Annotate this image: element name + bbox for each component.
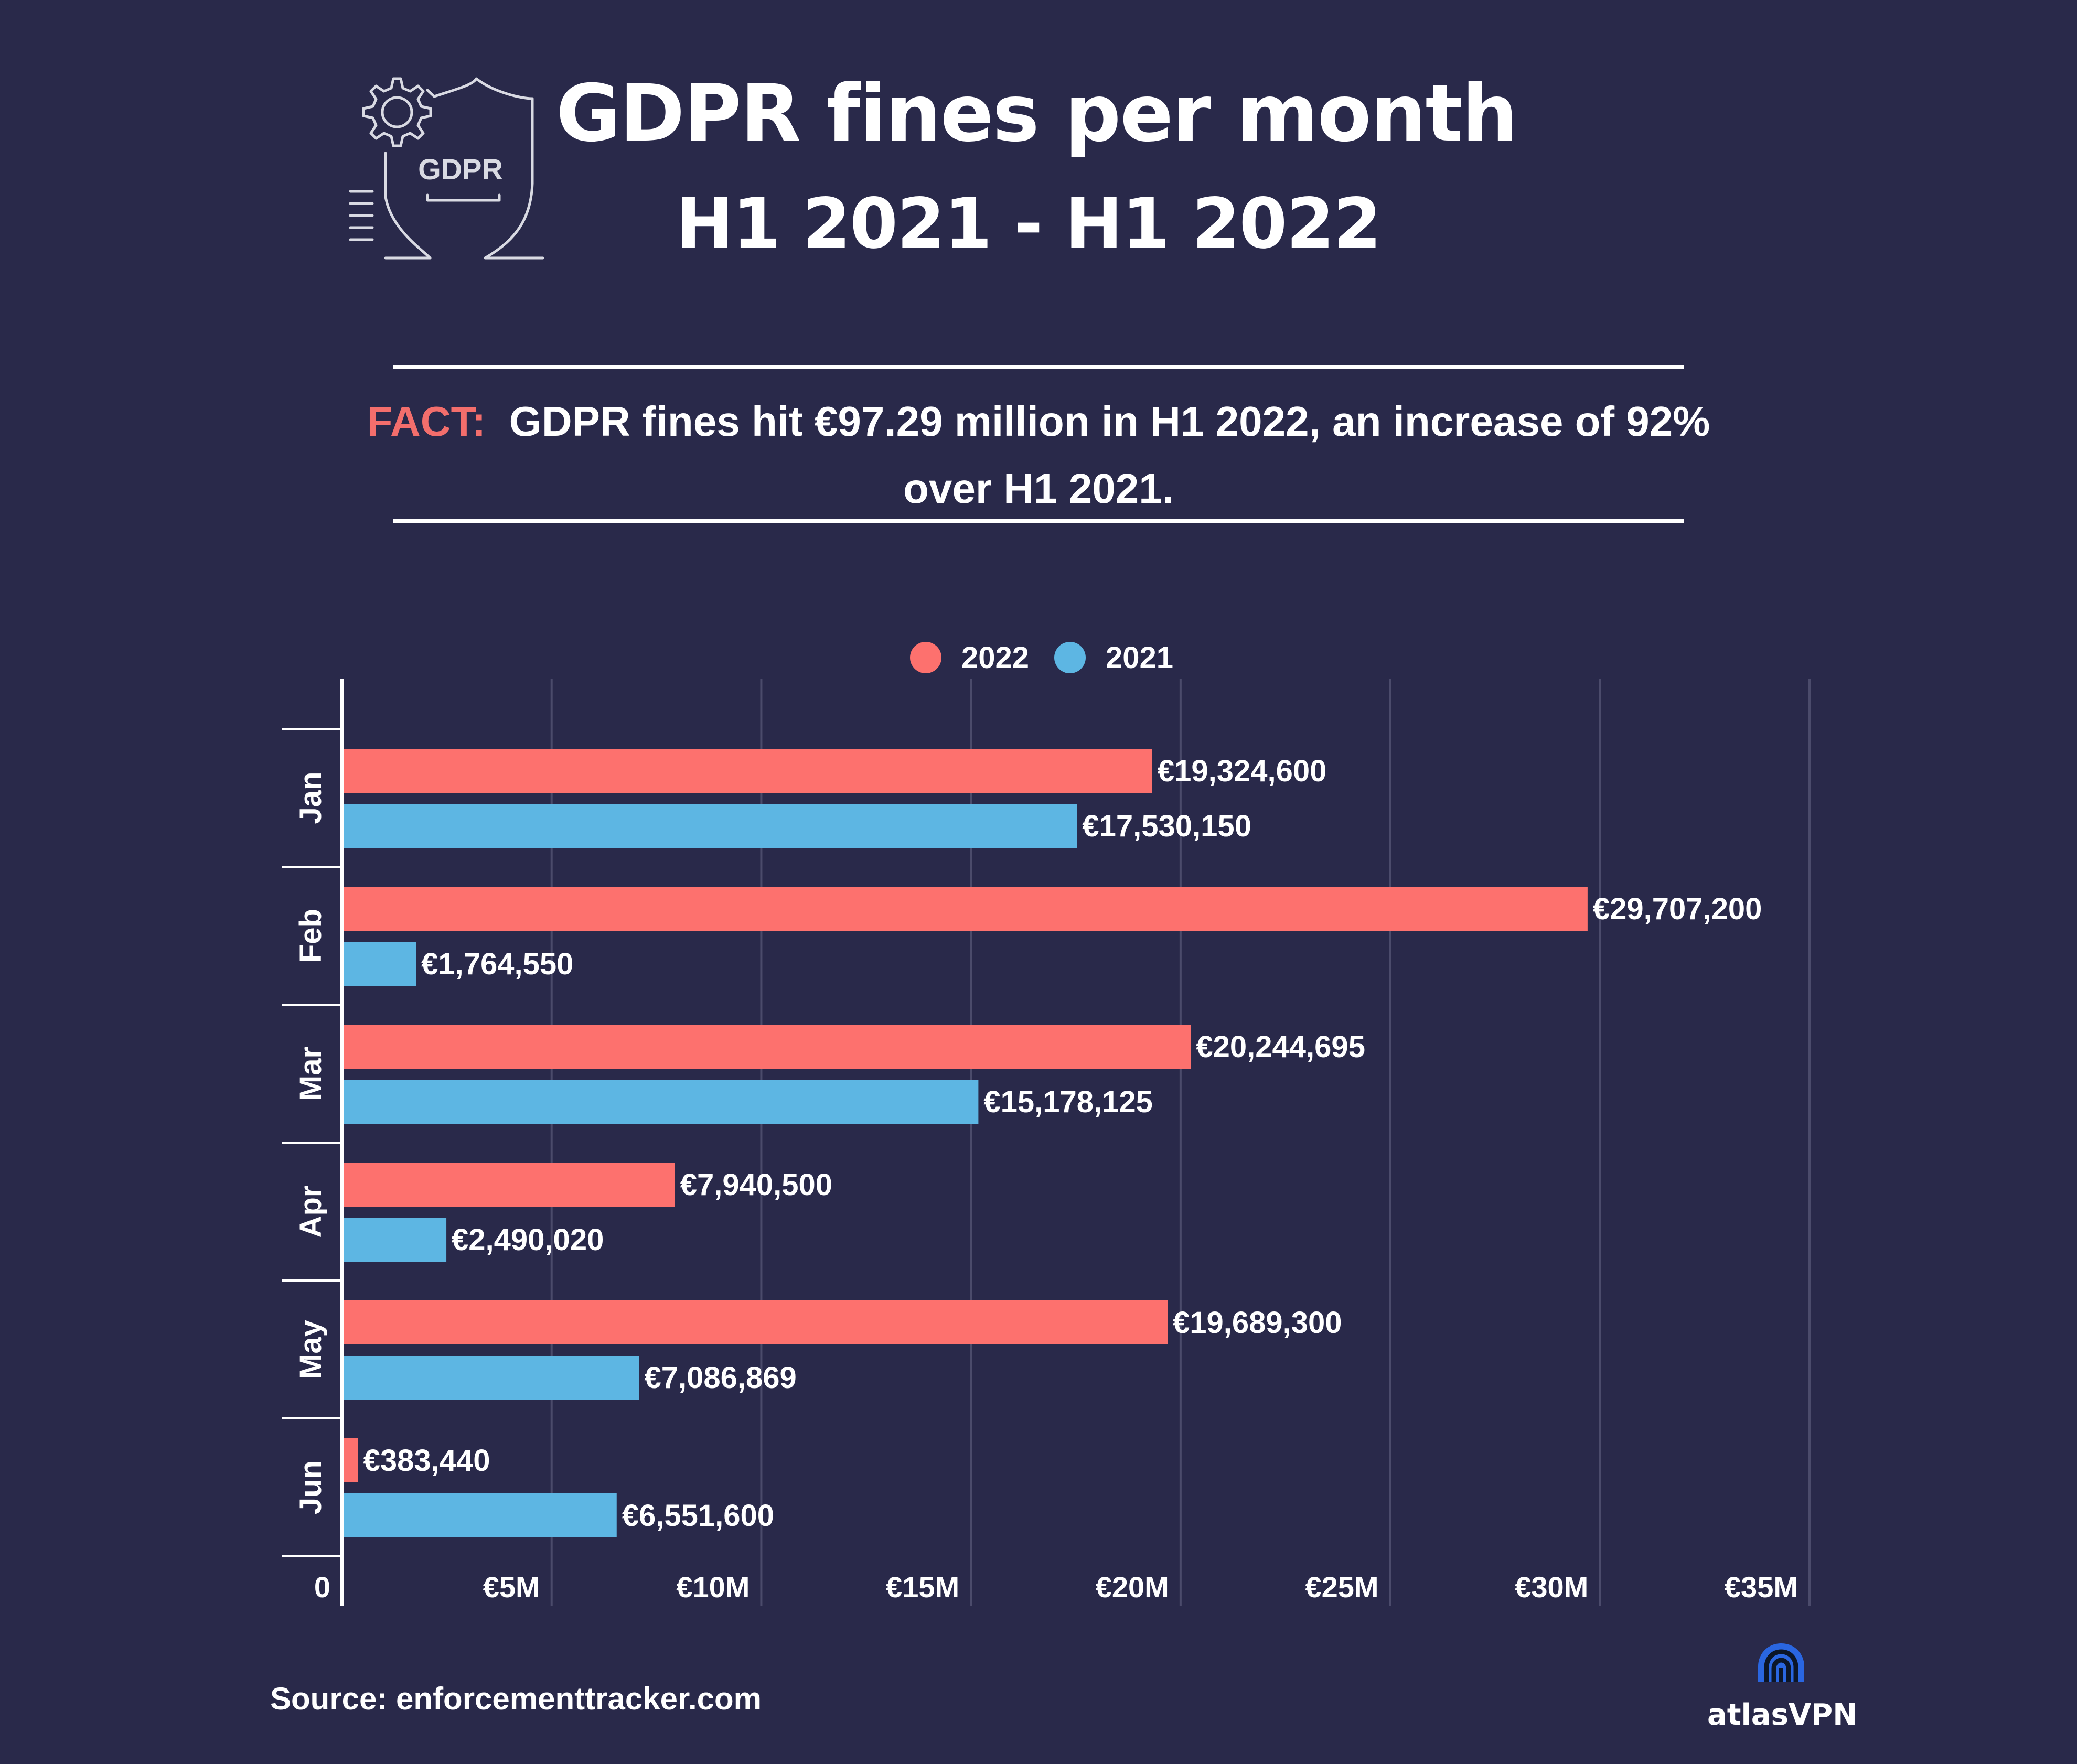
- bar-2022-apr: [342, 1163, 675, 1207]
- bar-2021-jun: [342, 1493, 617, 1537]
- data-label-2021-may: €7,086,869: [645, 1361, 797, 1395]
- divider-top: [393, 365, 1684, 369]
- axes-layer: 0 €5M €10M €15M €20M €25M €30M €35M Jan Feb Mar Apr…: [282, 679, 1798, 1606]
- data-label-2021-feb: €1,764,550: [421, 947, 573, 981]
- page-title: GDPR fines per month: [556, 68, 1518, 159]
- data-label-2021-apr: €2,490,020: [452, 1223, 604, 1257]
- fact-text: GDPR fines hit €97.29 million in H1 2022…: [509, 398, 1710, 512]
- y-tick-label-jun: Jun: [294, 1460, 328, 1514]
- x-tick-label: €15M: [886, 1571, 959, 1604]
- y-tick-label-apr: Apr: [294, 1186, 328, 1238]
- bar-2022-feb: [342, 887, 1588, 931]
- data-label-2021-mar: €15,178,125: [983, 1085, 1153, 1119]
- legend-label-2022: 2022: [961, 641, 1029, 675]
- x-tick-label: €25M: [1305, 1571, 1378, 1604]
- x-tick-label: €10M: [676, 1571, 750, 1604]
- brand-name: atlasVPN: [1707, 1698, 1858, 1732]
- bar-2021-mar: [342, 1080, 979, 1124]
- bar-2021-feb: [342, 942, 416, 986]
- fact-box: FACT: GDPR fines hit €97.29 million in H…: [325, 388, 1752, 522]
- y-tick-label-mar: Mar: [294, 1047, 328, 1101]
- data-label-2021-jun: €6,551,600: [622, 1499, 774, 1533]
- y-tick-label-jan: Jan: [294, 772, 328, 824]
- bar-2021-may: [342, 1356, 639, 1400]
- data-label-2021-jan: €17,530,150: [1082, 809, 1251, 843]
- gdpr-icon-text: GDPR: [418, 153, 503, 186]
- bar-2021-apr: [342, 1218, 447, 1262]
- atlasvpn-logo-icon: [1758, 1643, 1804, 1682]
- source-note: Source: enforcementtracker.com: [270, 1681, 762, 1716]
- bar-2022-may: [342, 1300, 1168, 1344]
- bar-2022-mar: [342, 1025, 1191, 1069]
- x-tick-label: €5M: [483, 1571, 540, 1604]
- chart-legend: 2022 2021: [910, 641, 1173, 675]
- legend-marker-2022: [910, 642, 941, 673]
- y-tick-label-may: May: [294, 1320, 328, 1379]
- data-label-2022-feb: €29,707,200: [1593, 892, 1762, 926]
- bar-2022-jan: [342, 749, 1152, 793]
- legend-label-2021: 2021: [1106, 641, 1173, 675]
- legend-marker-2021: [1054, 642, 1086, 673]
- page-subtitle: H1 2021 - H1 2022: [675, 184, 1382, 264]
- bars-layer: €19,324,600 €29,707,200 €20,244,695 €7,940,…: [342, 749, 1762, 1537]
- x-tick-label: €35M: [1725, 1571, 1798, 1604]
- x-tick-label: €30M: [1515, 1571, 1588, 1604]
- data-label-2022-apr: €7,940,500: [680, 1168, 832, 1202]
- data-label-2022-may: €19,689,300: [1173, 1306, 1342, 1340]
- divider-bottom: [393, 519, 1684, 523]
- fact-label: FACT:: [367, 398, 486, 445]
- data-label-2022-jan: €19,324,600: [1158, 754, 1327, 788]
- y-tick-label-feb: Feb: [294, 909, 328, 963]
- bar-2021-jan: [342, 804, 1077, 848]
- x-tick-label: €20M: [1096, 1571, 1169, 1604]
- data-label-2022-jun: €383,440: [363, 1444, 490, 1478]
- bar-2022-jun: [342, 1438, 358, 1482]
- gdpr-shield-gear-icon: GDPR: [349, 77, 544, 260]
- data-label-2022-mar: €20,244,695: [1196, 1030, 1365, 1064]
- x-tick-label: 0: [314, 1571, 330, 1604]
